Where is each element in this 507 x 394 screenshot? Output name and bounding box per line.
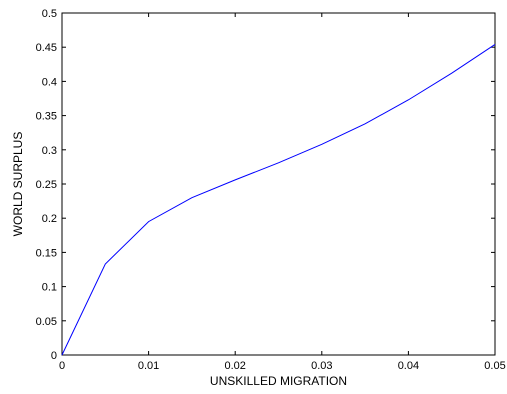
data-point: [62, 355, 63, 356]
plot-frame: [61, 12, 496, 356]
y-tick-label: 0.05: [36, 316, 57, 328]
y-tick-label: 0.5: [42, 8, 57, 20]
y-tick-label: 0.45: [36, 42, 57, 54]
y-tick-label: 0.3: [42, 145, 57, 157]
data-point: [235, 179, 236, 180]
data-point: [278, 162, 279, 163]
y-tick-label: 0.2: [42, 213, 57, 225]
y-axis-ticks: 0 0.05 0.1 0.15 0.2 0.25 0.3 0.35 0.4 0.45 0.5: [36, 8, 495, 362]
x-axis-ticks: 0 0.01 0.02 0.03 0.04 0.05: [59, 13, 506, 372]
series-line: [61, 44, 496, 356]
y-tick-label: 0.35: [36, 111, 57, 123]
y-tick-label: 0.1: [42, 282, 57, 294]
data-point: [191, 197, 192, 198]
x-axis-label: UNSKILLED MIGRATION: [210, 374, 347, 388]
x-tick-label: 0.04: [398, 360, 419, 372]
data-point: [408, 99, 409, 100]
y-axis-label: WORLD SURPLUS: [11, 132, 25, 237]
y-tick-label: 0.25: [36, 179, 57, 191]
y-tick-label: 0.15: [36, 247, 57, 259]
x-tick-label: 0.05: [484, 360, 505, 372]
data-point: [105, 264, 106, 265]
data-point: [148, 221, 149, 222]
x-tick-label: 0.03: [311, 360, 332, 372]
x-tick-label: 0: [59, 360, 65, 372]
x-tick-label: 0.01: [138, 360, 159, 372]
data-point: [495, 44, 496, 45]
x-tick-label: 0.02: [224, 360, 245, 372]
series-group: [61, 44, 496, 356]
y-tick-label: 0: [51, 350, 57, 362]
data-point: [365, 123, 366, 124]
y-tick-label: 0.4: [42, 76, 57, 88]
data-point: [451, 73, 452, 74]
data-point: [321, 144, 322, 145]
